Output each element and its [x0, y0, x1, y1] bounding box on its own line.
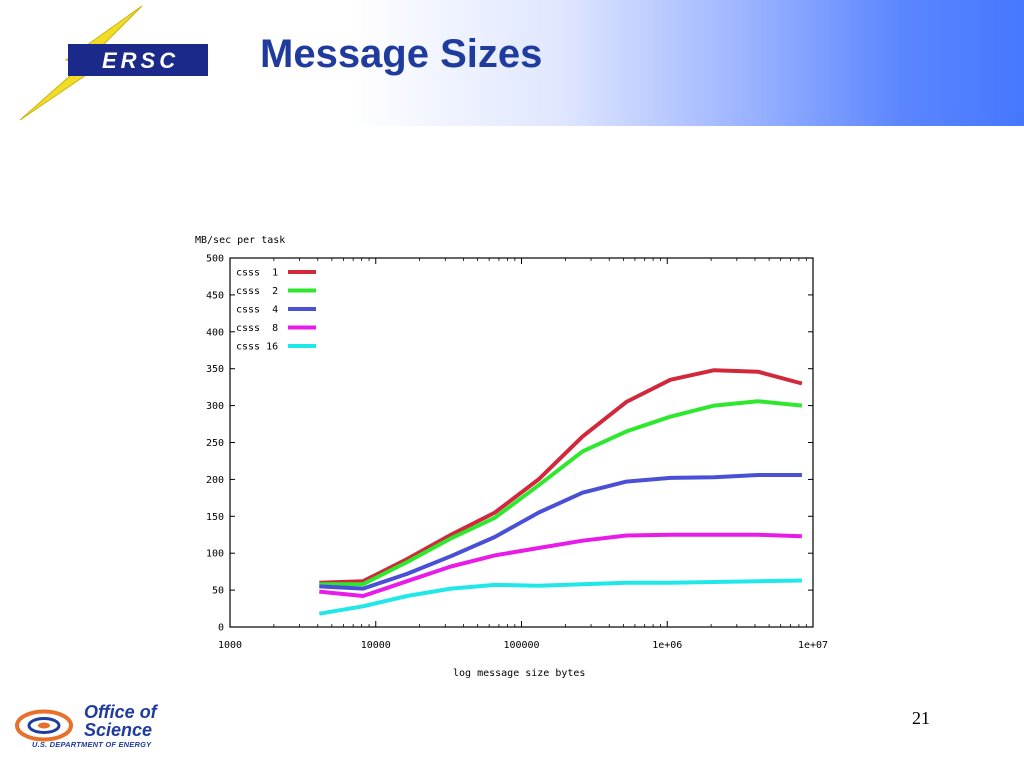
- y-tick-label: 0: [218, 623, 224, 634]
- doe-science: Science: [84, 720, 153, 740]
- y-tick-label: 300: [206, 401, 224, 412]
- x-tick-label: 1e+06: [652, 640, 682, 651]
- y-tick-label: 150: [206, 512, 224, 523]
- series-line: [319, 473, 802, 591]
- page-number: 21: [912, 708, 930, 728]
- legend-label: csss 16: [236, 342, 278, 353]
- y-tick-label: 100: [206, 549, 224, 560]
- nersc-logo: ERSC: [19, 5, 208, 121]
- y-tick-label: 500: [206, 254, 224, 265]
- legend-label: csss 8: [236, 323, 278, 334]
- plot-frame: [229, 257, 814, 628]
- doe-logo: [15, 709, 73, 742]
- y-tick-label: 350: [206, 364, 224, 375]
- legend-label: csss 1: [236, 268, 278, 279]
- series-line: [319, 399, 803, 587]
- legend-label: csss 4: [236, 305, 278, 316]
- nersc-logo-text: ERSC: [102, 48, 179, 73]
- x-tick-label: 100000: [503, 640, 539, 651]
- doe-office-of: Office of: [84, 702, 157, 722]
- series-line: [318, 578, 802, 616]
- y-tick-label: 400: [206, 327, 224, 338]
- y-ticks: 0 50 100 150 200 250 300 350 400 450 500: [206, 254, 813, 634]
- legend-label: csss 2: [236, 286, 278, 297]
- x-tick-label: 10000: [361, 640, 391, 651]
- y-tick-label: 50: [212, 586, 224, 597]
- y-tick-label: 200: [206, 475, 224, 486]
- x-ticks: 1000 10000 100000 1e+06 1e+07: [218, 258, 828, 651]
- x-tick-label: 1e+07: [798, 640, 828, 651]
- nersc-box: [68, 44, 208, 76]
- y-axis-label: MB/sec per task: [195, 235, 285, 246]
- series-line: [319, 368, 803, 585]
- x-tick-label: 1000: [218, 640, 242, 651]
- series-lines: [318, 368, 803, 616]
- y-tick-label: 250: [206, 438, 224, 449]
- legend: csss 1 csss 2 csss 4 csss 8 csss 16: [236, 268, 316, 353]
- series-line: [319, 532, 802, 598]
- doe-swirl-icon: [15, 709, 73, 742]
- page-title: Message Sizes: [260, 32, 543, 76]
- doe-department: U.S. DEPARTMENT OF ENERGY: [32, 740, 152, 749]
- x-axis-label: log message size bytes: [453, 668, 585, 679]
- chart: MB/sec per task 0 50 100 150 200 250 300 350 400…: [195, 235, 828, 679]
- y-tick-label: 450: [206, 290, 224, 301]
